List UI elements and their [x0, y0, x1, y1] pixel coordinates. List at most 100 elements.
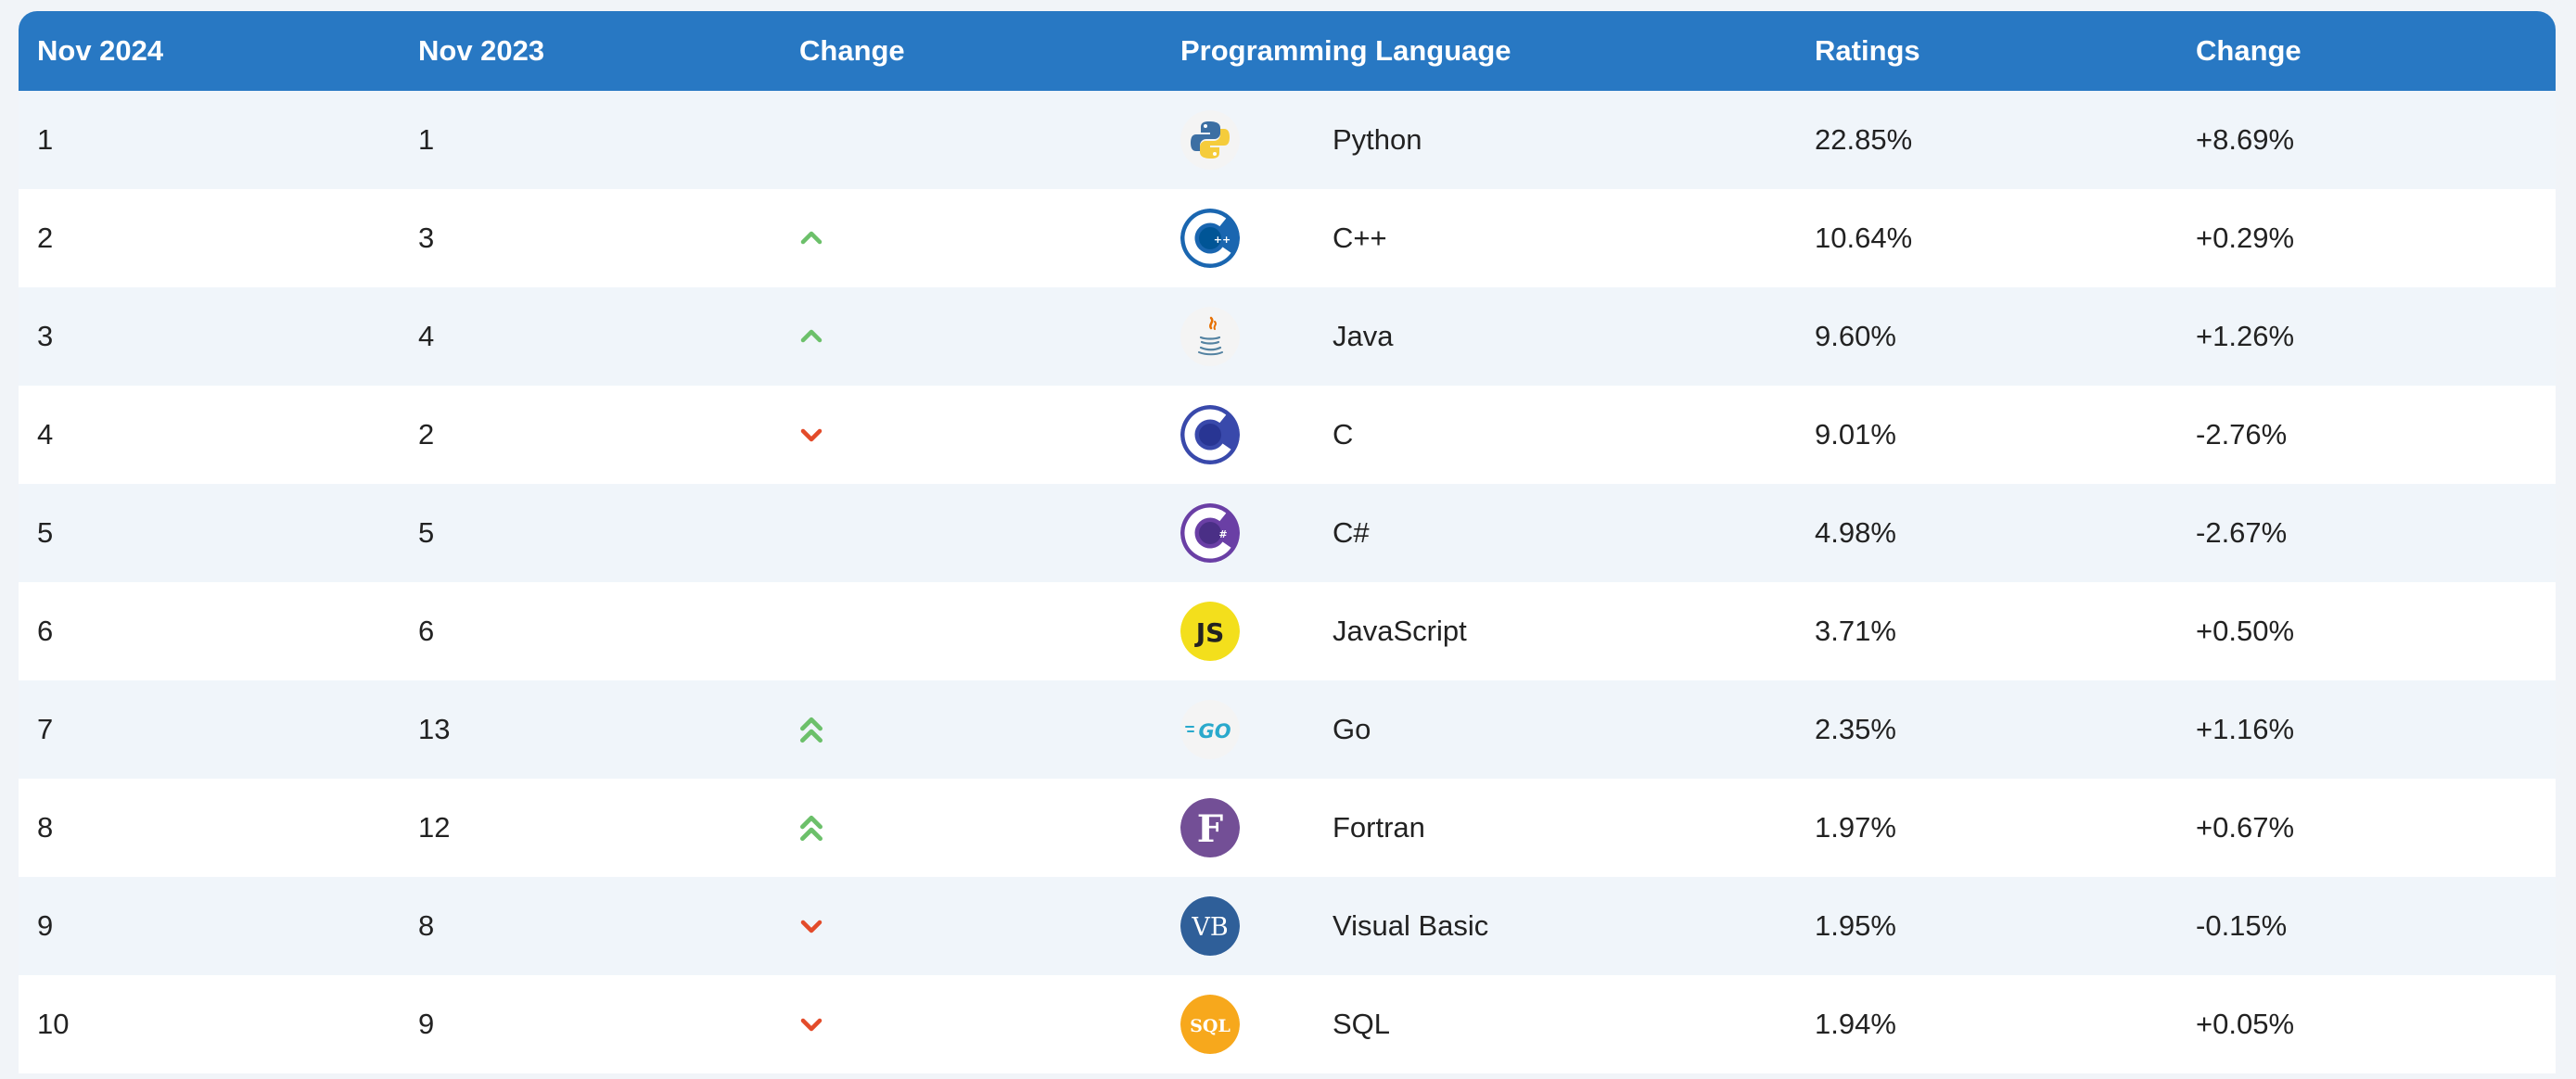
- rating-change: +0.29%: [2196, 222, 2295, 254]
- language-name[interactable]: JavaScript: [1333, 615, 1467, 647]
- rating: 10.64%: [1815, 222, 1913, 254]
- rating-change: -2.67%: [2196, 516, 2288, 549]
- rating: 3.71%: [1815, 615, 1896, 647]
- chevron-down-icon: [800, 428, 823, 442]
- rating: 1.97%: [1815, 811, 1896, 844]
- language-name[interactable]: C++: [1333, 222, 1387, 254]
- java-logo-icon: [1180, 307, 1240, 366]
- language-name[interactable]: Go: [1333, 713, 1371, 745]
- svg-text:GO: GO: [1198, 720, 1231, 743]
- table-row: 5 5 # C# 4.98% -2.67%: [19, 484, 2556, 582]
- javascript-logo-icon: JS: [1180, 602, 1240, 661]
- rating: 22.85%: [1815, 123, 1913, 156]
- svg-text:JS: JS: [1194, 617, 1225, 648]
- rank-change: [781, 779, 1162, 877]
- rank-change: [781, 680, 1162, 779]
- svg-text:F: F: [1197, 807, 1223, 851]
- language-cell: Python: [1162, 91, 1796, 189]
- table-body: 1 1 Python 22.85% +8.69% 2 3 ++ C++ 10.6…: [19, 91, 2556, 1073]
- chevron-up-icon: [800, 329, 823, 343]
- rank-2023: 2: [418, 418, 435, 451]
- rank-2024: 3: [37, 320, 54, 352]
- rank-2023: 12: [418, 811, 451, 844]
- rank-2024: 6: [37, 615, 54, 647]
- table-row: 8 12 F Fortran 1.97% +0.67%: [19, 779, 2556, 877]
- svg-text:#: #: [1218, 528, 1227, 540]
- rating-change: +1.16%: [2196, 713, 2295, 745]
- language-cell: SQL SQL: [1162, 975, 1796, 1073]
- header-nov-2024[interactable]: Nov 2024: [37, 34, 164, 67]
- rank-2024: 1: [37, 123, 54, 156]
- header-change-percent[interactable]: Change: [2196, 34, 2302, 67]
- rank-change: [781, 189, 1162, 287]
- rating: 1.95%: [1815, 909, 1896, 942]
- header-programming-language[interactable]: Programming Language: [1180, 34, 1511, 67]
- table-row: 4 2 C 9.01% -2.76%: [19, 386, 2556, 484]
- csharp-logo-icon: #: [1180, 503, 1240, 563]
- language-name[interactable]: Fortran: [1333, 811, 1425, 844]
- tiobe-index-table: Nov 2024 Nov 2023 Change Programming Lan…: [19, 11, 2556, 1073]
- table-header: Nov 2024 Nov 2023 Change Programming Lan…: [19, 11, 2556, 91]
- language-cell: VB Visual Basic: [1162, 877, 1796, 975]
- rating: 4.98%: [1815, 516, 1896, 549]
- chevron-up-icon: [800, 231, 823, 245]
- language-cell: # C#: [1162, 484, 1796, 582]
- rank-change: [781, 877, 1162, 975]
- rank-change: [781, 287, 1162, 386]
- chevron-down-icon: [800, 1018, 823, 1032]
- double-chevron-up-icon: [800, 815, 823, 842]
- rank-2023: 1: [418, 123, 435, 156]
- double-chevron-up-icon: [800, 717, 823, 743]
- rating-change: +1.26%: [2196, 320, 2295, 352]
- rank-2023: 8: [418, 909, 435, 942]
- language-name[interactable]: C: [1333, 418, 1354, 451]
- rating: 9.01%: [1815, 418, 1896, 451]
- rating-change: -0.15%: [2196, 909, 2288, 942]
- svg-text:VB: VB: [1191, 913, 1228, 942]
- table-row: 9 8 VB Visual Basic 1.95% -0.15%: [19, 877, 2556, 975]
- rank-change: [781, 975, 1162, 1073]
- rank-2024: 10: [37, 1008, 70, 1040]
- fortran-logo-icon: F: [1180, 798, 1240, 857]
- cpp-logo-icon: ++: [1180, 209, 1240, 268]
- table-row: 1 1 Python 22.85% +8.69%: [19, 91, 2556, 189]
- rank-2024: 9: [37, 909, 54, 942]
- rank-change: [781, 386, 1162, 484]
- rating-change: +0.50%: [2196, 615, 2295, 647]
- rating-change: -2.76%: [2196, 418, 2288, 451]
- rank-2023: 9: [418, 1008, 435, 1040]
- go-logo-icon: GO: [1180, 700, 1240, 759]
- rank-2023: 13: [418, 713, 451, 745]
- table-row: 2 3 ++ C++ 10.64% +0.29%: [19, 189, 2556, 287]
- language-name[interactable]: C#: [1333, 516, 1370, 549]
- language-cell: F Fortran: [1162, 779, 1796, 877]
- header-nov-2023[interactable]: Nov 2023: [418, 34, 545, 67]
- rank-2024: 8: [37, 811, 54, 844]
- rank-change: [781, 91, 1162, 189]
- rank-change: [781, 582, 1162, 680]
- header-ratings[interactable]: Ratings: [1815, 34, 1920, 67]
- table-row: 3 4 Java 9.60% +1.26%: [19, 287, 2556, 386]
- c-logo-icon: [1180, 405, 1240, 464]
- rank-2023: 4: [418, 320, 435, 352]
- rating-change: +0.05%: [2196, 1008, 2295, 1040]
- table-row: 6 6 JS JavaScript 3.71% +0.50%: [19, 582, 2556, 680]
- rank-2023: 3: [418, 222, 435, 254]
- rating-change: +0.67%: [2196, 811, 2295, 844]
- rating: 1.94%: [1815, 1008, 1896, 1040]
- python-logo-icon: [1180, 110, 1240, 170]
- language-name[interactable]: Visual Basic: [1333, 909, 1489, 942]
- language-name[interactable]: Python: [1333, 123, 1422, 156]
- rank-2024: 2: [37, 222, 54, 254]
- rank-2023: 5: [418, 516, 435, 549]
- rank-2024: 7: [37, 713, 54, 745]
- table-row: 10 9 SQL SQL 1.94% +0.05%: [19, 975, 2556, 1073]
- rank-2023: 6: [418, 615, 435, 647]
- header-change[interactable]: Change: [799, 34, 905, 67]
- language-cell: Java: [1162, 287, 1796, 386]
- rating: 9.60%: [1815, 320, 1896, 352]
- language-name[interactable]: Java: [1333, 320, 1394, 352]
- language-name[interactable]: SQL: [1333, 1008, 1391, 1040]
- rank-change: [781, 484, 1162, 582]
- language-cell: ++ C++: [1162, 189, 1796, 287]
